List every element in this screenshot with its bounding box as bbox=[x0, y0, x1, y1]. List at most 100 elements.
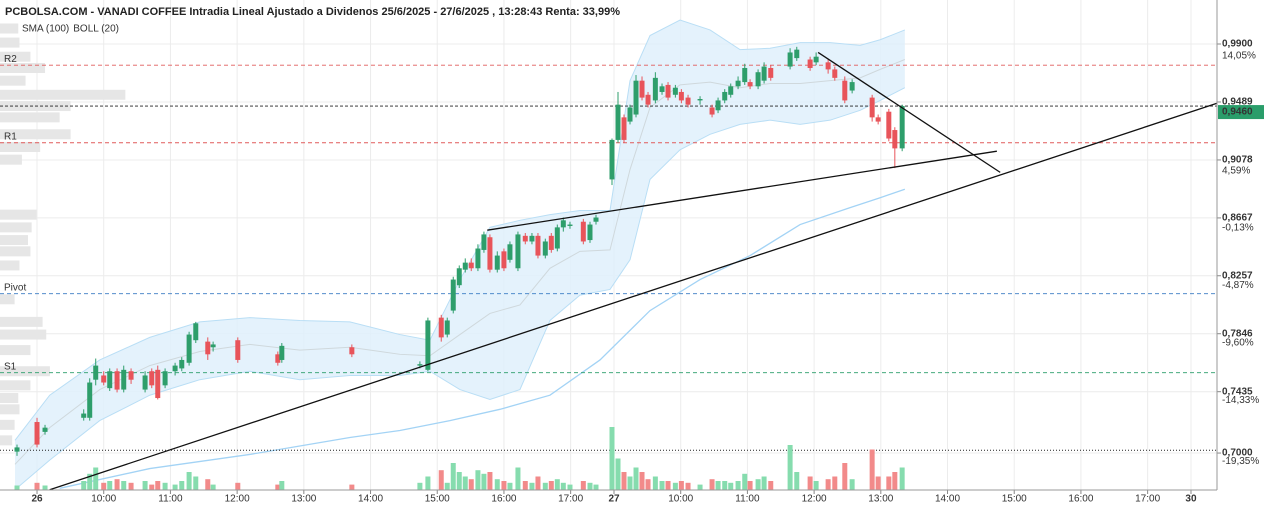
candle-body bbox=[899, 106, 905, 149]
candle-body bbox=[842, 80, 848, 101]
volume-bar bbox=[425, 476, 431, 490]
volume-profile-bar bbox=[0, 51, 31, 62]
volume-bar bbox=[672, 482, 678, 490]
volume-bar bbox=[722, 481, 728, 490]
candle-body bbox=[529, 235, 535, 242]
candle-body bbox=[128, 371, 134, 380]
volume-profile-bar bbox=[0, 37, 20, 48]
candle-body bbox=[438, 317, 444, 338]
volume-profile-bar bbox=[0, 222, 32, 233]
volume-bar bbox=[886, 476, 892, 490]
x-tick-label: 11:00 bbox=[158, 494, 183, 505]
candle-body bbox=[593, 217, 599, 222]
candle-body bbox=[554, 227, 560, 249]
volume-bar bbox=[728, 482, 734, 490]
x-tick-label: 13:00 bbox=[868, 494, 893, 505]
volume-bar bbox=[794, 472, 800, 490]
candle-body bbox=[685, 97, 691, 105]
volume-bar bbox=[813, 481, 819, 490]
volume-bar bbox=[892, 472, 898, 490]
last-price-label: 0,9460 bbox=[1222, 107, 1253, 118]
candle-body bbox=[155, 369, 161, 399]
candle-body bbox=[567, 224, 573, 226]
volume-bar bbox=[609, 427, 615, 490]
volume-bar bbox=[593, 484, 599, 490]
candle-body bbox=[142, 375, 148, 390]
volume-bar bbox=[210, 484, 216, 490]
candle-body bbox=[832, 69, 838, 78]
y2-tick-label: 14,05% bbox=[1222, 51, 1256, 62]
candle-body bbox=[186, 334, 192, 363]
candle-body bbox=[548, 235, 554, 250]
level-label: R1 bbox=[4, 131, 17, 142]
volume-bar bbox=[747, 481, 753, 490]
x-tick-label: 16:00 bbox=[1068, 494, 1093, 505]
volume-bar bbox=[522, 481, 528, 490]
volume-bar bbox=[535, 476, 541, 490]
x-tick-label: 14:00 bbox=[935, 494, 960, 505]
volume-bar bbox=[81, 481, 87, 490]
volume-bar bbox=[529, 482, 535, 490]
candle-body bbox=[807, 59, 813, 68]
volume-bar bbox=[101, 482, 107, 490]
volume-bar bbox=[193, 476, 199, 490]
volume-bar bbox=[587, 482, 593, 490]
x-tick-label: 10:00 bbox=[91, 494, 116, 505]
candle-body bbox=[172, 365, 178, 372]
volume-profile-bar bbox=[0, 246, 31, 257]
candle-body bbox=[456, 268, 462, 286]
level-label: S1 bbox=[4, 361, 17, 372]
candle-body bbox=[93, 365, 99, 380]
candle-body bbox=[728, 86, 734, 95]
volume-profile-bar bbox=[0, 393, 19, 404]
sma-line bbox=[59, 188, 906, 489]
candle-body bbox=[494, 255, 500, 270]
x-tick-label: 26 bbox=[31, 494, 43, 505]
y2-tick-label: -4,87% bbox=[1222, 280, 1254, 291]
volume-bar bbox=[548, 481, 554, 490]
y-tick-label: 0,8257 bbox=[1222, 270, 1253, 281]
candle-body bbox=[761, 66, 767, 81]
candle-body bbox=[515, 234, 521, 269]
candle-body bbox=[768, 67, 774, 78]
volume-bar bbox=[869, 449, 875, 490]
volume-bar bbox=[155, 481, 161, 490]
x-tick-label: 15:00 bbox=[1002, 494, 1027, 505]
x-tick-label: 14:00 bbox=[358, 494, 383, 505]
candle-body bbox=[875, 117, 881, 122]
candle-body bbox=[580, 221, 586, 242]
volume-bar bbox=[468, 479, 474, 490]
y2-tick-label: -9,60% bbox=[1222, 338, 1254, 349]
y2-tick-label: -19,35% bbox=[1222, 456, 1259, 467]
volume-bar bbox=[615, 458, 621, 490]
candle-body bbox=[210, 344, 216, 348]
volume-profile-bar bbox=[0, 89, 126, 100]
candle-body bbox=[193, 323, 199, 341]
candle-body bbox=[425, 320, 431, 370]
chart-title: PCBOLSA.COM - VANADI COFFEE Intradia Lin… bbox=[5, 6, 620, 18]
volume-profile-bar bbox=[0, 404, 20, 415]
candle-body bbox=[235, 340, 241, 360]
candle-body bbox=[542, 241, 548, 256]
candle-body bbox=[444, 320, 450, 335]
volume-bar bbox=[645, 479, 651, 490]
volume-profile-bar bbox=[0, 75, 26, 86]
volume-bar bbox=[235, 482, 241, 490]
x-tick-label: 13:00 bbox=[291, 494, 316, 505]
volume-bar bbox=[462, 476, 468, 490]
volume-bar bbox=[107, 481, 113, 490]
volume-profile-bar bbox=[0, 380, 31, 391]
level-label: R2 bbox=[4, 54, 17, 65]
candle-body bbox=[722, 91, 728, 101]
volume-bar bbox=[279, 481, 285, 490]
bollinger-upper bbox=[14, 19, 906, 441]
volume-profile-bar bbox=[0, 329, 47, 340]
volume-profile-bar bbox=[0, 209, 37, 220]
y-tick-label: 0,8667 bbox=[1222, 213, 1253, 224]
volume-bar bbox=[825, 479, 831, 490]
volume-bar bbox=[128, 482, 134, 490]
volume-bar bbox=[542, 482, 548, 490]
volume-bar bbox=[742, 473, 748, 490]
volume-bar bbox=[633, 467, 639, 490]
candle-body bbox=[659, 86, 665, 92]
